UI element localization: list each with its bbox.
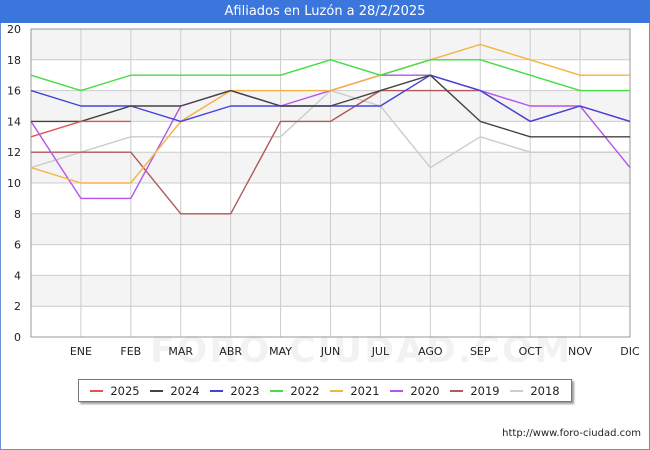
x-tick-label: AGO xyxy=(418,345,443,358)
legend-item-2022: 2022 xyxy=(270,383,320,398)
x-tick-label: FEB xyxy=(120,345,141,358)
plot-area xyxy=(30,28,631,338)
legend: 2025 2024 2023 2022 2021 2020 2019 2018 xyxy=(78,379,572,402)
y-tick-label: 14 xyxy=(7,115,21,128)
legend-item-2025: 2025 xyxy=(90,383,140,398)
legend-label: 2018 xyxy=(530,383,560,398)
series-line-2024 xyxy=(31,74,630,138)
y-tick-label: 10 xyxy=(7,177,21,190)
legend-label: 2019 xyxy=(470,383,500,398)
y-tick-label: 12 xyxy=(7,146,21,159)
x-tick-label: SEP xyxy=(470,345,491,358)
source-url[interactable]: http://www.foro-ciudad.com xyxy=(502,428,641,439)
legend-item-2019: 2019 xyxy=(450,383,500,398)
legend-swatch xyxy=(330,389,344,392)
legend-swatch xyxy=(510,389,524,392)
y-tick-label: 18 xyxy=(7,54,21,67)
legend-swatch xyxy=(450,389,464,392)
x-tick-label: MAR xyxy=(168,345,193,358)
x-tick-label: ABR xyxy=(219,345,242,358)
x-tick-label: ENE xyxy=(70,345,92,358)
x-tick-label: DIC xyxy=(620,345,640,358)
legend-swatch xyxy=(90,389,104,392)
y-tick-label: 4 xyxy=(14,269,21,282)
y-tick-label: 8 xyxy=(14,208,21,221)
legend-item-2023: 2023 xyxy=(210,383,260,398)
x-tick-label: JUL xyxy=(371,345,390,358)
y-tick-label: 6 xyxy=(14,239,21,252)
x-tick-label: JUN xyxy=(320,345,341,358)
y-tick-label: 20 xyxy=(7,23,21,36)
legend-item-2018: 2018 xyxy=(510,383,560,398)
legend-label: 2022 xyxy=(290,383,320,398)
x-tick-label: NOV xyxy=(568,345,593,358)
x-tick-label: MAY xyxy=(269,345,292,358)
series-line-2022 xyxy=(30,59,630,92)
legend-item-2020: 2020 xyxy=(390,383,440,398)
series-line-2021 xyxy=(30,43,630,184)
legend-swatch xyxy=(270,389,284,392)
y-tick-label: 0 xyxy=(14,331,21,344)
y-tick-label: 2 xyxy=(14,300,21,313)
chart-title: Afiliados en Luzón a 28/2/2025 xyxy=(0,0,650,23)
legend-swatch xyxy=(150,389,164,392)
legend-swatch xyxy=(210,389,224,392)
legend-swatch xyxy=(390,389,404,392)
x-tick-label: OCT xyxy=(519,345,542,358)
legend-label: 2024 xyxy=(170,383,200,398)
legend-item-2021: 2021 xyxy=(330,383,380,398)
legend-item-2024: 2024 xyxy=(150,383,200,398)
legend-label: 2025 xyxy=(110,383,140,398)
y-tick-label: 16 xyxy=(7,85,21,98)
legend-label: 2021 xyxy=(350,383,380,398)
legend-label: 2020 xyxy=(410,383,440,398)
legend-label: 2023 xyxy=(230,383,260,398)
series-line-2025 xyxy=(30,120,131,138)
